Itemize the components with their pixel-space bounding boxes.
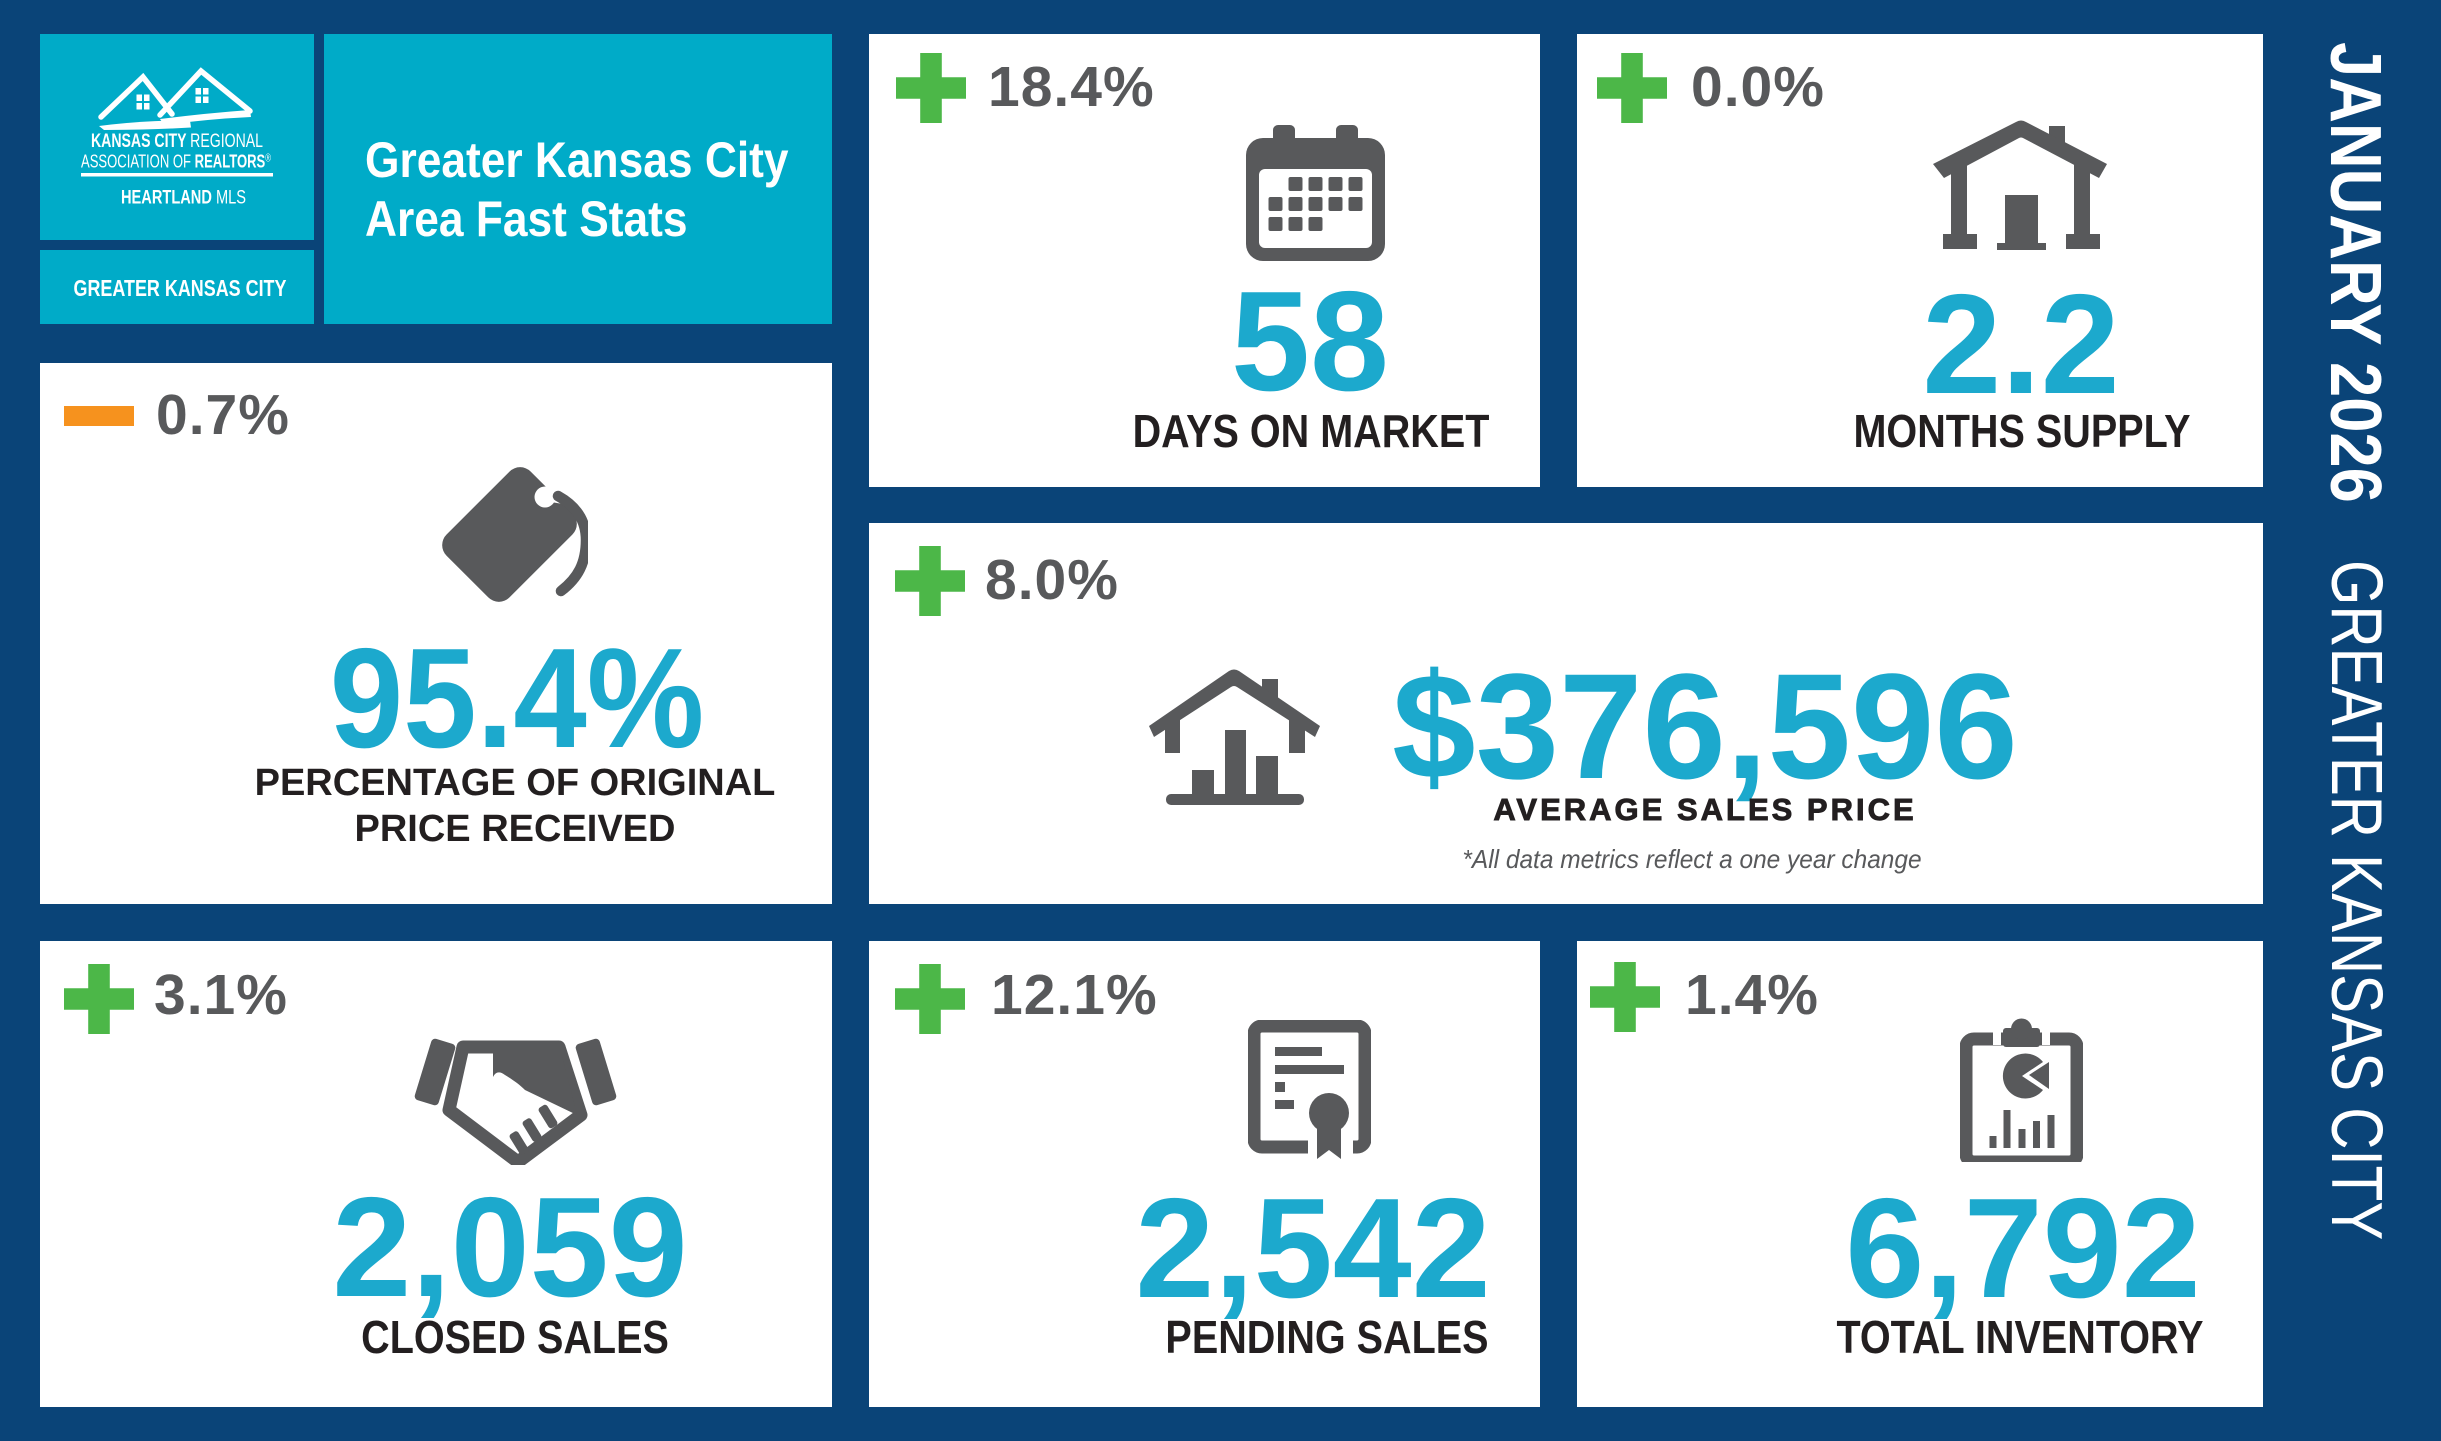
- svg-text:HEARTLAND MLS: HEARTLAND MLS: [121, 188, 246, 209]
- svg-text:ASSOCIATION OF REALTORS®: ASSOCIATION OF REALTORS®: [81, 151, 271, 172]
- svg-text:KANSAS CITY REGIONAL: KANSAS CITY REGIONAL: [91, 130, 263, 152]
